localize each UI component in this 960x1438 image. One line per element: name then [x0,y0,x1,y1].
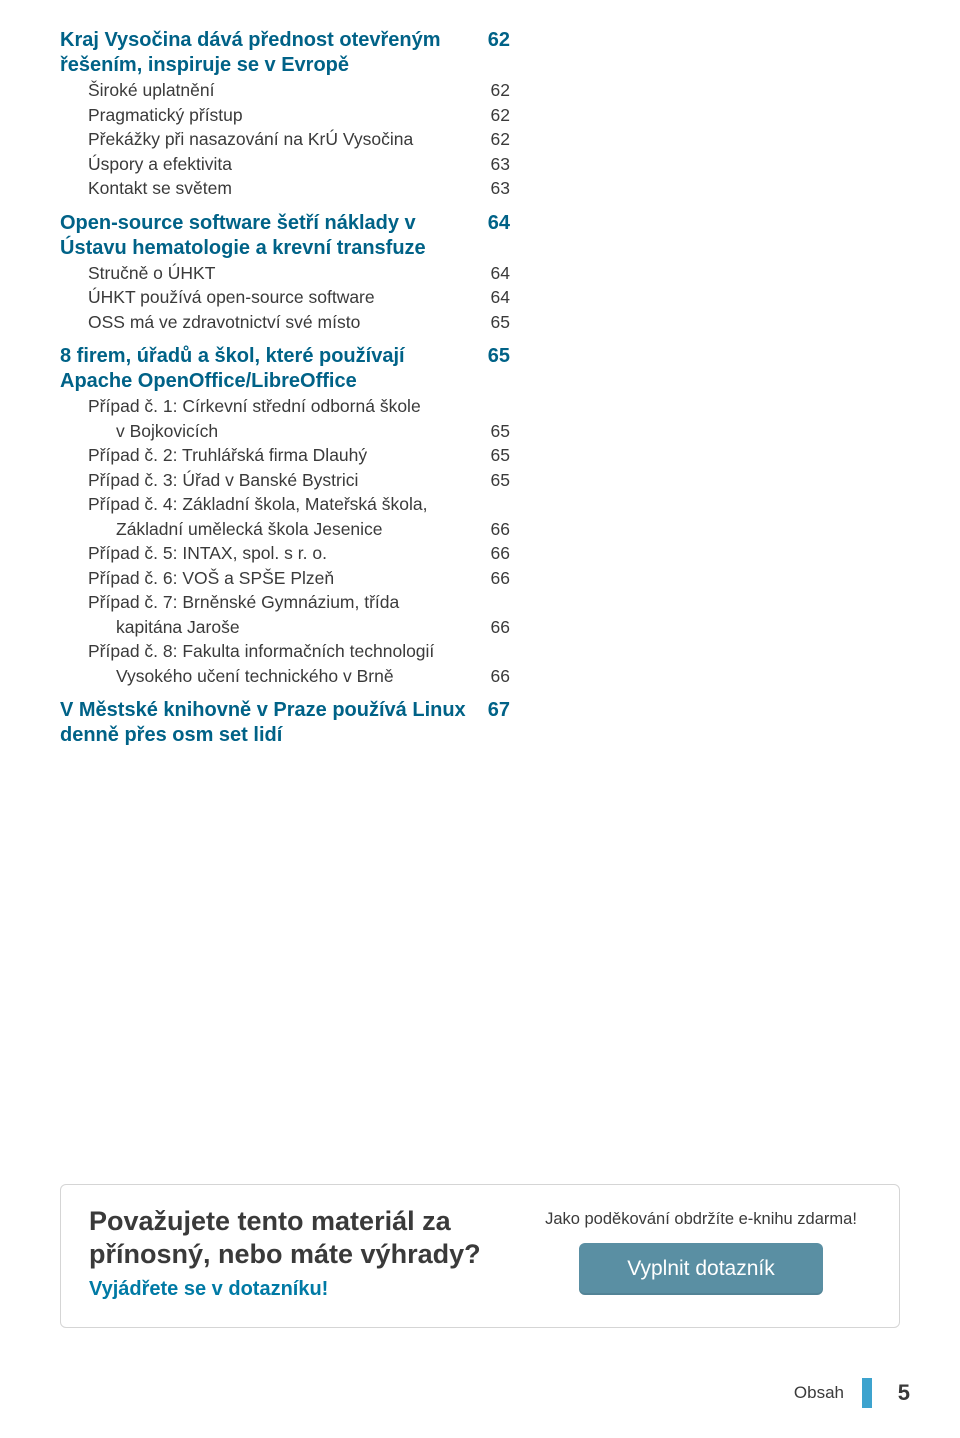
toc-item-label: Případ č. 4: Základní škola, Mateřská šk… [88,492,470,517]
toc-heading-label: Kraj Vysočina dává přednost otevřeným ře… [60,28,468,78]
toc-item-label: ÚHKT používá open-source software [88,285,470,310]
toc-item-continuation[interactable]: Základní umělecká škola Jesenice 66 [60,517,510,542]
toc-item-page: 62 [470,78,510,103]
toc-heading-page: 67 [468,698,510,723]
footer-section-label: Obsah [794,1383,844,1403]
toc-section: Kraj Vysočina dává přednost otevřeným ře… [60,28,510,201]
toc-item[interactable]: Stručně o ÚHKT 64 [60,261,510,286]
toc-item[interactable]: Úspory a efektivita 63 [60,152,510,177]
callout-subtitle[interactable]: Vyjádřete se v dotazníku! [89,1278,491,1301]
toc-item[interactable]: Případ č. 3: Úřad v Banské Bystrici 65 [60,468,510,493]
toc-item-label: Překážky při nasazování na KrÚ Vysočina [88,127,470,152]
toc-item-page: 65 [470,468,510,493]
toc-item-continuation[interactable]: Vysokého učení technického v Brně 66 [60,664,510,689]
toc-item-label: Případ č. 8: Fakulta informačních techno… [88,639,470,664]
toc-heading[interactable]: 8 firem, úřadů a škol, které používají A… [60,344,510,394]
fill-survey-button[interactable]: Vyplnit dotazník [579,1243,822,1295]
toc-item[interactable]: Pragmatický přístup 62 [60,103,510,128]
toc-item-page: 64 [470,285,510,310]
toc-section: V Městské knihovně v Praze používá Linux… [60,698,510,748]
toc-item[interactable]: Případ č. 1: Církevní střední odborná šk… [60,394,510,419]
toc-item-label: Případ č. 3: Úřad v Banské Bystrici [88,468,470,493]
toc-item[interactable]: Kontakt se světem 63 [60,176,510,201]
toc-item[interactable]: Případ č. 5: INTAX, spol. s r. o. 66 [60,541,510,566]
toc-item-label: Vysokého učení technického v Brně [116,664,470,689]
toc-heading[interactable]: V Městské knihovně v Praze používá Linux… [60,698,510,748]
toc-item-label: Případ č. 7: Brněnské Gymnázium, třída [88,590,470,615]
footer-page-number: 5 [890,1380,910,1406]
toc-item-page: 65 [470,419,510,444]
toc-item-label: Případ č. 1: Církevní střední odborná šk… [88,394,470,419]
toc-item-page: 66 [470,541,510,566]
toc-item-label: Kontakt se světem [88,176,470,201]
toc-item[interactable]: Případ č. 2: Truhlářská firma Dlauhý 65 [60,443,510,468]
toc-heading-page: 62 [468,28,510,53]
toc-item-page: 62 [470,103,510,128]
toc-item-label: Základní umělecká škola Jesenice [116,517,470,542]
toc-item-continuation[interactable]: kapitána Jaroše 66 [60,615,510,640]
toc-item-label: Pragmatický přístup [88,103,470,128]
toc-item-label: v Bojkovicích [116,419,470,444]
toc-item[interactable]: Široké uplatnění 62 [60,78,510,103]
toc-item-label: kapitána Jaroše [116,615,470,640]
toc-heading-label: Open-source software šetří náklady v Úst… [60,211,468,261]
toc-item-label: Široké uplatnění [88,78,470,103]
toc-item-page: 63 [470,176,510,201]
toc-item[interactable]: OSS má ve zdravotnictví své místo 65 [60,310,510,335]
toc-heading-page: 65 [468,344,510,369]
callout-text: Považujete tento materiál za přínosný, n… [89,1205,491,1302]
page-footer: Obsah 5 [60,1378,910,1408]
toc-item-label: Úspory a efektivita [88,152,470,177]
toc-item-label: Stručně o ÚHKT [88,261,470,286]
toc-item-page: 64 [470,261,510,286]
toc-heading-label: 8 firem, úřadů a škol, které používají A… [60,344,468,394]
feedback-callout: Považujete tento materiál za přínosný, n… [60,1184,900,1329]
footer-accent-bar [862,1378,872,1408]
toc-item-page: 65 [470,443,510,468]
toc-section: Open-source software šetří náklady v Úst… [60,211,510,335]
toc-section: 8 firem, úřadů a škol, které používají A… [60,344,510,688]
toc-item-label: Případ č. 6: VOŠ a SPŠE Plzeň [88,566,470,591]
callout-reward-text: Jako poděkování obdržíte e-knihu zdarma! [531,1210,871,1229]
toc-heading-page: 64 [468,211,510,236]
toc-item-page: 66 [470,517,510,542]
toc-item-label: Případ č. 5: INTAX, spol. s r. o. [88,541,470,566]
toc-heading[interactable]: Kraj Vysočina dává přednost otevřeným ře… [60,28,510,78]
callout-title: Považujete tento materiál za přínosný, n… [89,1205,491,1273]
toc-item-page: 66 [470,664,510,689]
toc-item-page: 66 [470,566,510,591]
toc-item-continuation[interactable]: v Bojkovicích 65 [60,419,510,444]
toc-item[interactable]: Případ č. 7: Brněnské Gymnázium, třída [60,590,510,615]
toc-heading-label: V Městské knihovně v Praze používá Linux… [60,698,468,748]
toc-item[interactable]: Případ č. 8: Fakulta informačních techno… [60,639,510,664]
toc-item-label: OSS má ve zdravotnictví své místo [88,310,470,335]
toc-item-page: 66 [470,615,510,640]
toc-item-label: Případ č. 2: Truhlářská firma Dlauhý [88,443,470,468]
callout-action: Jako poděkování obdržíte e-knihu zdarma!… [531,1210,871,1295]
toc-item[interactable]: Případ č. 6: VOŠ a SPŠE Plzeň 66 [60,566,510,591]
toc-item-page: 62 [470,127,510,152]
toc-item-page: 63 [470,152,510,177]
toc-item[interactable]: ÚHKT používá open-source software 64 [60,285,510,310]
toc-heading[interactable]: Open-source software šetří náklady v Úst… [60,211,510,261]
toc-item[interactable]: Případ č. 4: Základní škola, Mateřská šk… [60,492,510,517]
toc-item[interactable]: Překážky při nasazování na KrÚ Vysočina … [60,127,510,152]
toc-item-page: 65 [470,310,510,335]
toc-column: Kraj Vysočina dává přednost otevřeným ře… [60,28,510,748]
